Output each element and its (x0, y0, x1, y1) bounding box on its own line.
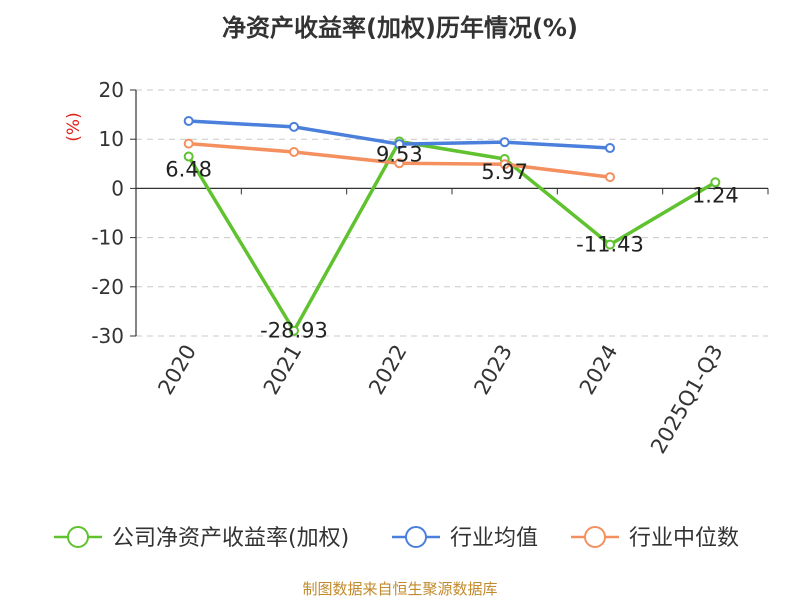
legend-marker (67, 526, 89, 548)
gridlines (136, 89, 768, 337)
data-label: 1.24 (692, 183, 739, 207)
series-points (183, 115, 721, 336)
data-label: -28.93 (260, 319, 328, 343)
data-point (605, 172, 615, 183)
data-point (289, 121, 299, 132)
data-point (394, 158, 405, 169)
y-tick-label: 20 (99, 78, 124, 102)
y-tick-label: -20 (91, 275, 124, 299)
y-axis: 20 10 0 -10 -20 -30 (%) (64, 78, 137, 348)
legend-item-2[interactable]: 行业中位数 (571, 526, 739, 551)
legend-label: 行业中位数 (629, 526, 739, 551)
data-label: 6.48 (165, 158, 212, 182)
data-point (394, 139, 405, 150)
legend-item-1[interactable]: 行业均值 (392, 526, 538, 551)
data-point (605, 239, 615, 250)
data-point (289, 325, 299, 336)
x-tick-label: 2021 (259, 341, 307, 399)
data-label: 5.97 (481, 160, 528, 184)
legend-marker (584, 526, 606, 548)
x-tick-label: 2020 (153, 341, 201, 399)
x-tick-label: 2022 (364, 341, 412, 399)
legend: 公司净资产收益率(加权) 行业均值 行业中位数 (54, 526, 739, 551)
y-axis-label: (%) (64, 112, 84, 141)
legend-label: 行业均值 (450, 526, 538, 551)
x-tick-label: 2024 (575, 341, 623, 399)
y-tick-label: 10 (99, 127, 124, 151)
y-tick-label: 0 (111, 176, 124, 200)
data-point (289, 146, 299, 157)
legend-item-0[interactable]: 公司净资产收益率(加权) (54, 526, 349, 551)
data-label: 9.53 (376, 143, 423, 167)
data-source-note: 制图数据来自恒生聚源数据库 (302, 580, 498, 598)
data-label: -11.43 (576, 233, 644, 257)
y-tick-label: -30 (91, 324, 124, 348)
data-point (499, 159, 510, 170)
data-point (183, 138, 194, 149)
data-point (183, 115, 194, 126)
chart-title: 净资产收益率(加权)历年情况(%) (222, 14, 578, 42)
data-point (710, 177, 721, 188)
x-tick-label: 2025Q1-Q3 (646, 341, 728, 458)
data-labels: 6.48 -28.93 9.53 5.97 -11.43 1.24 (165, 143, 738, 343)
data-point (605, 143, 615, 154)
x-tick-label: 2023 (469, 341, 517, 399)
legend-marker (405, 526, 427, 548)
y-tick-label: -10 (91, 226, 124, 250)
data-point (183, 151, 194, 162)
data-point (499, 137, 510, 148)
series-line-0 (187, 139, 717, 333)
series-lines (187, 119, 717, 333)
legend-label: 公司净资产收益率(加权) (112, 526, 349, 551)
